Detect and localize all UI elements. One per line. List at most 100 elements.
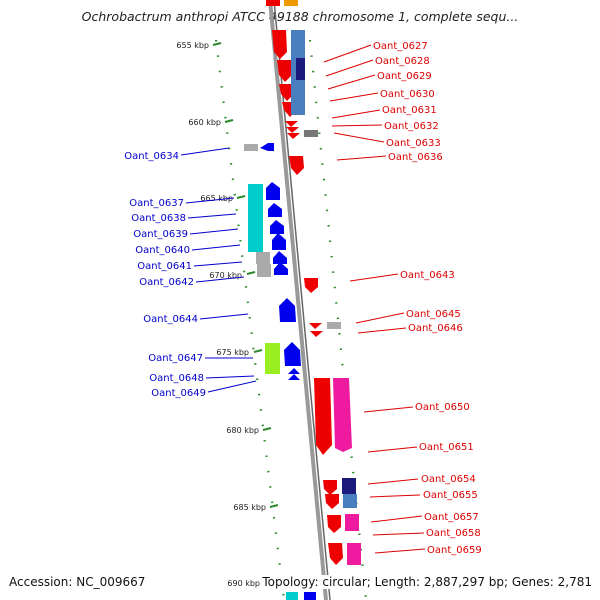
gene-label[interactable]: Oant_0643 bbox=[400, 270, 455, 281]
gene-block bbox=[284, 0, 298, 6]
gene-label[interactable]: Oant_0630 bbox=[380, 89, 435, 100]
accession-label: Accession: NC_009667 bbox=[9, 575, 146, 589]
gene-arrow bbox=[323, 480, 337, 495]
tick-marks bbox=[212, 42, 286, 584]
gene-arrow bbox=[260, 143, 274, 151]
tick-mark bbox=[269, 504, 279, 508]
tick-mark bbox=[253, 349, 263, 353]
gene-label[interactable]: Oant_0632 bbox=[384, 121, 439, 132]
gene-label[interactable]: Oant_0640 bbox=[135, 245, 190, 256]
gene-chevron bbox=[288, 368, 300, 374]
gene-label[interactable]: Oant_0648 bbox=[149, 373, 204, 384]
gene-chevron bbox=[310, 331, 323, 337]
gene-chevron bbox=[285, 121, 298, 127]
forward-leaders bbox=[323, 44, 426, 554]
gene-label[interactable]: Oant_0655 bbox=[423, 490, 478, 501]
backbone bbox=[268, 0, 328, 600]
gene-arrow bbox=[279, 298, 296, 322]
tick-label: 690 kbp bbox=[227, 579, 260, 588]
gene-label[interactable]: Oant_0637 bbox=[129, 198, 184, 209]
gene-arrow bbox=[266, 182, 280, 200]
gene-label[interactable]: Oant_0658 bbox=[426, 528, 481, 539]
gene-block bbox=[256, 252, 270, 264]
gene-label[interactable]: Oant_0627 bbox=[373, 41, 428, 52]
gene-arrow bbox=[304, 278, 318, 293]
tick-label: 685 kbp bbox=[233, 503, 266, 512]
gene-label[interactable]: Oant_0649 bbox=[151, 388, 206, 399]
gene-label[interactable]: Oant_0631 bbox=[382, 105, 437, 116]
gene-chevron bbox=[288, 374, 300, 380]
reverse-leaders bbox=[180, 147, 257, 393]
reverse-labels: Oant_0634 Oant_0637 Oant_0638 Oant_0639 … bbox=[124, 151, 206, 399]
gene-label[interactable]: Oant_0633 bbox=[386, 138, 441, 149]
gene-label[interactable]: Oant_0642 bbox=[139, 277, 194, 288]
gene-block bbox=[296, 58, 305, 80]
gene-arrow bbox=[279, 84, 294, 101]
gene-label[interactable]: Oant_0636 bbox=[388, 152, 443, 163]
tick-label: 675 kbp bbox=[216, 348, 249, 357]
gene-block bbox=[244, 144, 258, 151]
gene-label[interactable]: Oant_0645 bbox=[406, 309, 461, 320]
gene-arrow bbox=[272, 30, 287, 59]
gene-label[interactable]: Oant_0650 bbox=[415, 402, 470, 413]
gene-block bbox=[343, 494, 357, 508]
forward-ruler bbox=[308, 39, 368, 600]
gene-label[interactable]: Oant_0659 bbox=[427, 545, 482, 556]
gene-label[interactable]: Oant_0629 bbox=[377, 71, 432, 82]
gene-arrow bbox=[274, 262, 288, 275]
gene-block bbox=[342, 478, 356, 494]
gene-arrow bbox=[272, 233, 286, 250]
gene-label[interactable]: Oant_0647 bbox=[148, 353, 203, 364]
gene-arrow bbox=[284, 342, 301, 366]
gene-chevron bbox=[309, 323, 322, 329]
gene-label[interactable]: Oant_0646 bbox=[408, 323, 463, 334]
gene-label[interactable]: Oant_0641 bbox=[137, 261, 192, 272]
genome-stats: Topology: circular; Length: 2,887,297 bp… bbox=[260, 575, 592, 589]
tick-label: 680 kbp bbox=[226, 426, 259, 435]
gene-arrow bbox=[328, 543, 343, 565]
forward-genes bbox=[266, 0, 361, 600]
gene-arrow bbox=[270, 220, 284, 234]
tick-label: 670 kbp bbox=[209, 271, 242, 280]
tick-label: 665 kbp bbox=[200, 194, 233, 203]
gene-label[interactable]: Oant_0654 bbox=[421, 474, 476, 485]
gene-block bbox=[265, 343, 280, 374]
map-title: Ochrobactrum anthropi ATCC 49188 chromos… bbox=[81, 9, 519, 24]
gene-arrow bbox=[273, 251, 287, 264]
gene-label[interactable]: Oant_0644 bbox=[143, 314, 198, 325]
gene-block bbox=[257, 264, 271, 277]
gene-block bbox=[248, 184, 263, 252]
gene-label[interactable]: Oant_0639 bbox=[133, 229, 188, 240]
gene-block bbox=[286, 592, 298, 600]
tick-label: 655 kbp bbox=[176, 41, 209, 50]
gene-arrow bbox=[268, 203, 282, 217]
gene-block bbox=[304, 592, 316, 600]
tick-ruler bbox=[214, 39, 286, 600]
gene-arrow bbox=[289, 156, 304, 175]
gene-block bbox=[304, 130, 318, 137]
gene-arrow bbox=[314, 378, 332, 455]
tick-mark bbox=[224, 119, 234, 123]
gene-arrow bbox=[277, 60, 292, 82]
tick-label: 660 kbp bbox=[188, 118, 221, 127]
gene-label[interactable]: Oant_0638 bbox=[131, 213, 186, 224]
gene-label[interactable]: Oant_0628 bbox=[375, 56, 430, 67]
gene-label[interactable]: Oant_0651 bbox=[419, 442, 474, 453]
gene-block bbox=[345, 514, 359, 531]
forward-labels: Oant_0627 Oant_0628 Oant_0629 Oant_0630 … bbox=[373, 41, 482, 556]
gene-chevron bbox=[286, 127, 299, 133]
gene-block bbox=[327, 322, 341, 329]
gene-block bbox=[266, 0, 280, 6]
gene-block bbox=[347, 543, 361, 565]
gene-label[interactable]: Oant_0634 bbox=[124, 151, 179, 162]
gene-chevron bbox=[287, 133, 300, 139]
gene-label[interactable]: Oant_0657 bbox=[424, 512, 479, 523]
tick-mark bbox=[262, 427, 272, 431]
gene-arrow bbox=[333, 378, 352, 452]
tick-mark bbox=[236, 195, 246, 199]
backbone-shadow bbox=[273, 0, 331, 600]
tick-labels: 655 kbp 660 kbp 665 kbp 670 kbp 675 kbp … bbox=[176, 41, 266, 588]
reverse-genes bbox=[244, 143, 301, 380]
tick-mark bbox=[212, 42, 222, 46]
